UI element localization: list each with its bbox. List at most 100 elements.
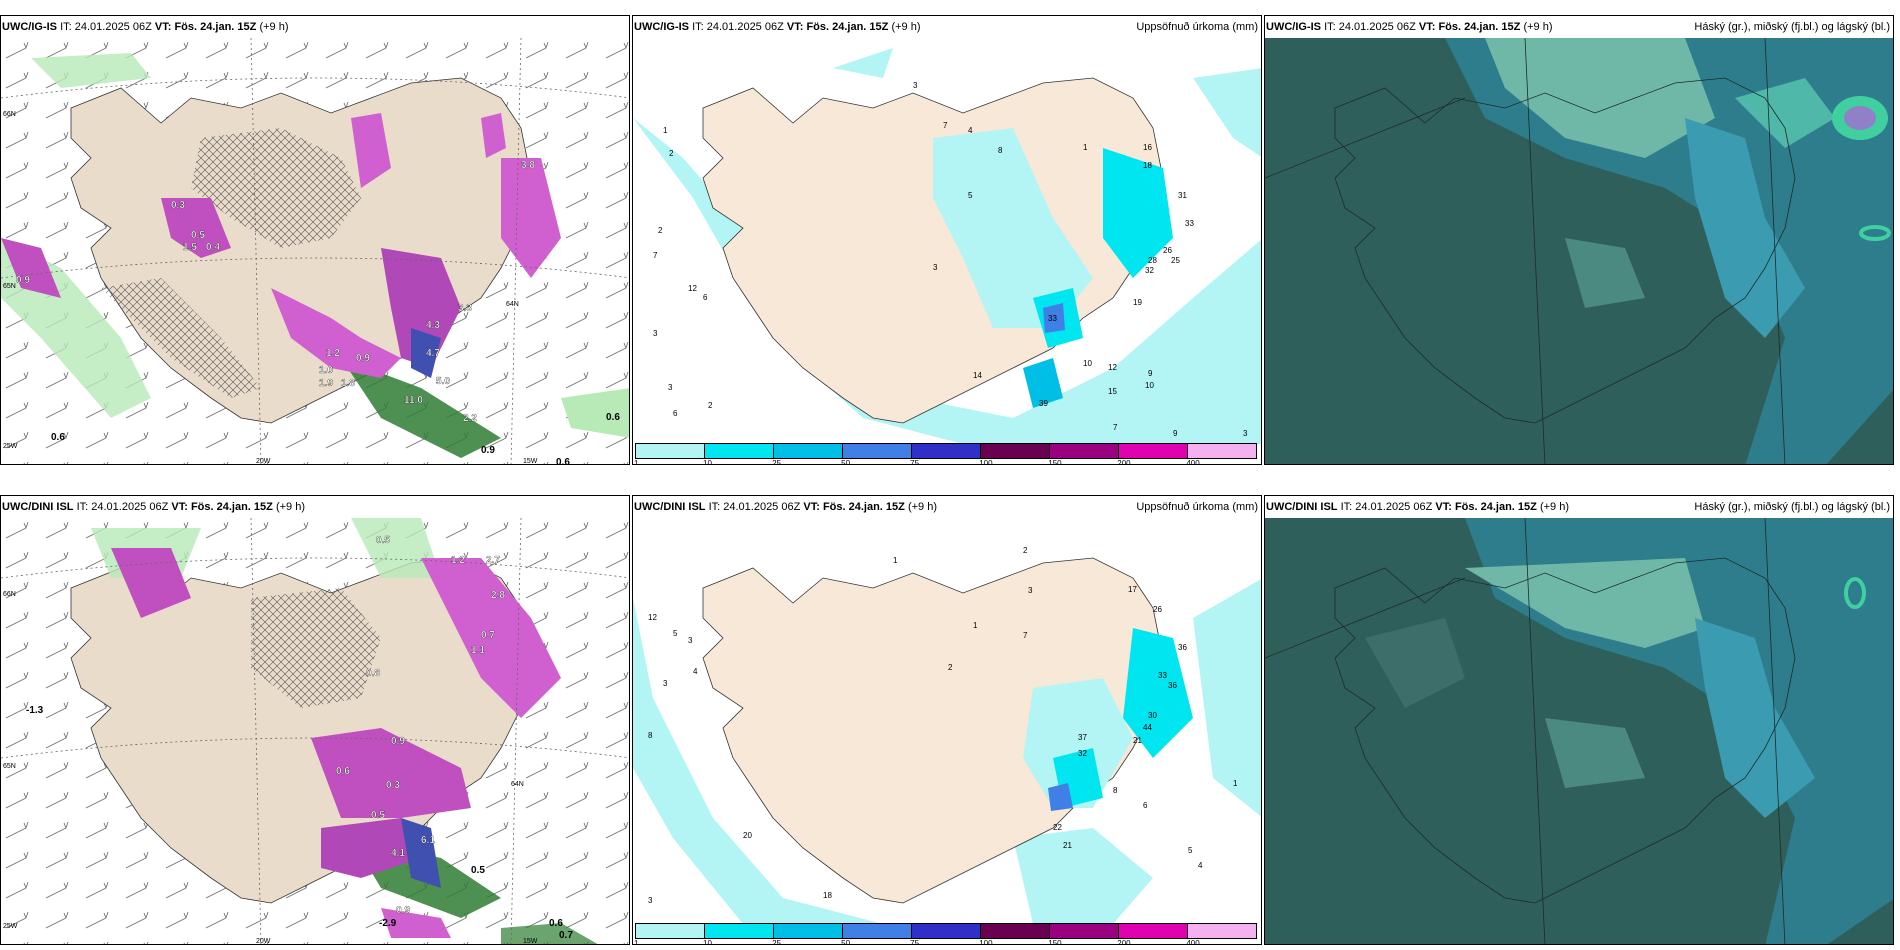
axis-label: 15W	[523, 938, 538, 945]
precip-value: 0.5	[471, 865, 485, 876]
precip-value: 2	[948, 663, 953, 672]
legend-swatch	[636, 924, 705, 938]
precip-value: 1.2	[326, 348, 340, 359]
precip-value: 33	[1048, 314, 1057, 323]
precip-value: 21	[1133, 736, 1142, 745]
panel-header: UWC/IG-IS IT: 24.01.2025 06Z VT: Fös. 24…	[1266, 21, 1890, 33]
precip-value: 6	[1143, 801, 1148, 810]
legend-swatch	[1119, 924, 1188, 938]
precip-value: 15	[1108, 387, 1117, 396]
legend-tick: 150	[1048, 939, 1062, 945]
precip-value: 1	[1083, 143, 1088, 152]
legend-swatch	[912, 924, 981, 938]
precip-value: 0.9	[396, 905, 410, 916]
axis-label: 25W	[3, 443, 18, 450]
precip-value: 1.0	[319, 365, 333, 376]
precip-value: 7	[1023, 631, 1028, 640]
precip-value: 0.9	[16, 275, 30, 286]
precip-value: 2	[708, 401, 713, 410]
precip-value: 11.0	[404, 395, 423, 406]
precip-value: 32	[1078, 749, 1087, 758]
precip-value: 3	[913, 81, 918, 90]
iceland-land	[702, 557, 1164, 904]
precip-value: 0.6	[336, 766, 350, 777]
precip-value: 0.6	[556, 457, 570, 465]
panel-header: UWC/DINI ISL IT: 24.01.2025 06Z VT: Fös.…	[1266, 501, 1890, 513]
precip-value: 17	[1128, 585, 1137, 594]
precip-value: 21	[1063, 841, 1072, 850]
panel-dini-wind-precip: UWC/DINI ISL IT: 24.01.2025 06Z VT: Fös.…	[0, 495, 630, 945]
legend-tick: 10	[703, 939, 712, 945]
legend-swatch	[636, 444, 705, 458]
precip-value: 7	[943, 121, 948, 130]
precip-value: 5.0	[436, 376, 450, 387]
legend-swatch	[1119, 444, 1188, 458]
precip-value: 5	[673, 629, 678, 638]
precip-value: 1	[893, 556, 898, 565]
precip-value: 31	[1178, 191, 1187, 200]
precip-value: 1.1	[471, 645, 485, 656]
precip-value: 36	[1168, 681, 1177, 690]
panel-title: Uppsöfnuð úrkoma (mm)	[1136, 501, 1258, 513]
precip-value: 1.2	[451, 555, 465, 566]
panel-ig-wind-precip: UWC/IG-IS IT: 24.01.2025 06Z VT: Fös. 24…	[0, 15, 630, 465]
precip-value: 14	[973, 371, 982, 380]
precip-value: 0.3	[386, 780, 400, 791]
precip-value: 3	[648, 896, 653, 905]
panel-title: Háský (gr.), miðský (fj.bl.) og lágský (…	[1694, 21, 1890, 33]
precip-value: 0.4	[206, 242, 220, 253]
axis-label: 20W	[256, 938, 271, 945]
axis-label: 15W	[523, 458, 538, 465]
panel-dini-accumulated-precip: UWC/DINI ISL IT: 24.01.2025 06Z VT: Fös.…	[632, 495, 1262, 945]
precip-value: 3	[668, 383, 673, 392]
legend-swatch	[774, 444, 843, 458]
legend-swatch	[981, 444, 1050, 458]
precip-value: 1	[973, 621, 978, 630]
panel-dini-clouds: UWC/DINI ISL IT: 24.01.2025 06Z VT: Fös.…	[1264, 495, 1894, 945]
map-clouds	[1265, 518, 1893, 944]
legend-tick: 400	[1186, 939, 1200, 945]
precip-value: 12	[648, 613, 657, 622]
precip-value: 4.7	[426, 348, 440, 359]
precip-value: 0.5	[371, 810, 385, 821]
precip-value: 3	[933, 263, 938, 272]
panel-ig-clouds: UWC/IG-IS IT: 24.01.2025 06Z VT: Fös. 24…	[1264, 15, 1894, 465]
precip-value: 7	[1113, 423, 1118, 432]
precip-value: 3	[663, 679, 668, 688]
precip-value: 18	[1143, 161, 1152, 170]
iceland-outline	[1334, 557, 1796, 904]
precip-value: 1	[1233, 779, 1238, 788]
precip-value: 0.9	[481, 445, 495, 456]
panel-ig-accumulated-precip: UWC/IG-IS IT: 24.01.2025 06Z VT: Fös. 24…	[632, 15, 1262, 465]
precip-value: 5	[968, 191, 973, 200]
precip-value: 4	[968, 126, 973, 135]
precip-value: 36	[1178, 643, 1187, 652]
axis-label: 25W	[3, 923, 18, 930]
precip-value: 1.9	[319, 378, 333, 389]
precip-value: 0.6	[606, 412, 620, 423]
map-accumulated-precip: 1 2 12 5 3 4 3 8 2 1 3 7 17 26 36 33 36 …	[633, 518, 1261, 944]
precip-value: 33	[1158, 671, 1167, 680]
precip-value: 9	[1173, 429, 1178, 438]
precip-value: 12	[1108, 363, 1117, 372]
precip-legend: 1 10 25 50 75 100 150 200 400	[634, 923, 1257, 945]
legend-tick: 25	[772, 939, 781, 945]
legend-tick: 400	[1186, 459, 1200, 465]
precip-value: -1.3	[26, 705, 44, 716]
precip-value: 2	[658, 226, 663, 235]
map-wind-precip: 66N 65N 64N 25W 20W 15W 0.5 1.2 2.7 2.8 …	[1, 518, 629, 945]
precip-value: 28	[1148, 256, 1157, 265]
precip-value: 5	[1188, 846, 1193, 855]
precip-value: 2	[1023, 546, 1028, 555]
axis-label: 65N	[3, 763, 16, 770]
legend-tick: 50	[841, 459, 851, 465]
precip-value: 1.5	[183, 242, 197, 253]
legend-tick: 1	[634, 939, 639, 945]
precip-value: 30	[1148, 711, 1157, 720]
iceland-outline	[1334, 77, 1796, 424]
precip-value: 3	[1028, 586, 1033, 595]
legend-swatch	[705, 924, 774, 938]
precip-value: 8	[648, 731, 653, 740]
precip-value: 10	[1145, 381, 1154, 390]
axis-label: 64N	[506, 301, 519, 308]
